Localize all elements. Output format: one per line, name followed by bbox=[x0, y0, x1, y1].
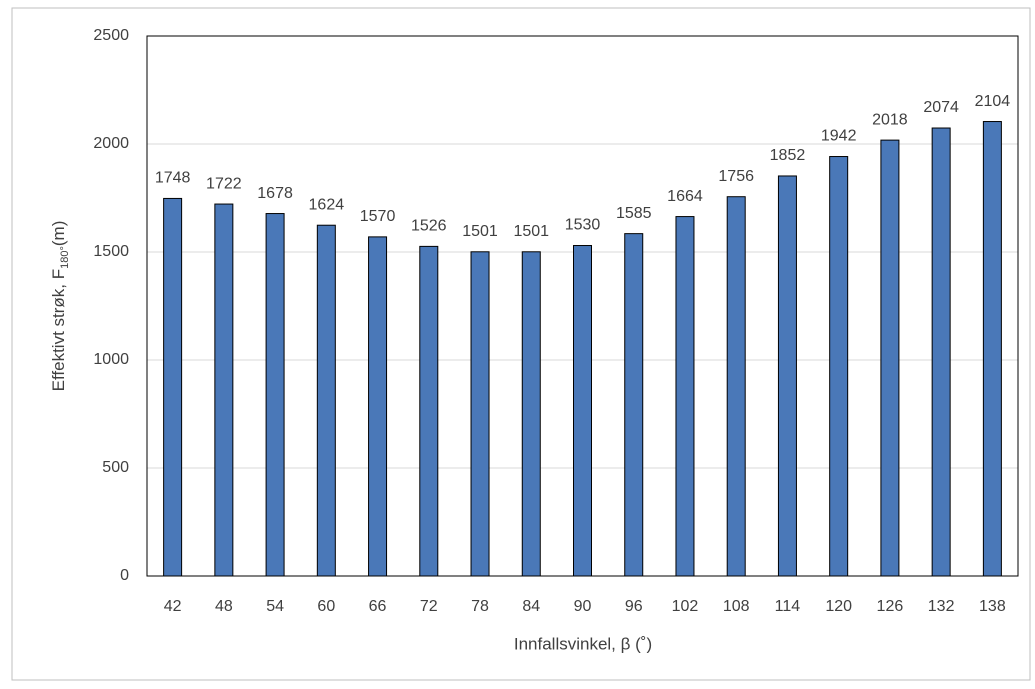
bar bbox=[726, 196, 746, 577]
bar bbox=[573, 245, 592, 577]
y-axis-title: Effektivt strøk, F180°(m) bbox=[49, 221, 70, 392]
x-tick-label: 90 bbox=[574, 598, 592, 615]
bar bbox=[265, 213, 285, 577]
data-label: 1530 bbox=[565, 217, 601, 234]
y-tick-label: 0 bbox=[120, 567, 129, 584]
x-tick-label: 66 bbox=[369, 598, 387, 615]
bar bbox=[419, 245, 439, 577]
y-tick-label: 1000 bbox=[93, 351, 129, 368]
x-tick-label: 108 bbox=[723, 598, 750, 615]
data-label: 1852 bbox=[770, 147, 806, 164]
bar bbox=[982, 121, 1002, 577]
data-label: 1664 bbox=[667, 188, 703, 205]
data-label: 1748 bbox=[155, 170, 191, 187]
bar bbox=[470, 251, 490, 577]
data-label: 1570 bbox=[360, 208, 396, 225]
bar bbox=[214, 203, 234, 577]
x-tick-label: 48 bbox=[215, 598, 233, 615]
x-tick-label: 96 bbox=[625, 598, 643, 615]
x-tick-label: 138 bbox=[979, 598, 1006, 615]
data-label: 1501 bbox=[513, 223, 549, 240]
bar bbox=[521, 251, 541, 577]
x-tick-label: 60 bbox=[317, 598, 335, 615]
data-label: 1722 bbox=[206, 175, 242, 192]
x-tick-label: 84 bbox=[522, 598, 540, 615]
bar bbox=[931, 127, 951, 577]
x-tick-label: 102 bbox=[672, 598, 699, 615]
bar bbox=[163, 197, 183, 577]
y-axis-title-main: Effektivt strøk, F bbox=[49, 269, 68, 391]
bar bbox=[624, 233, 644, 577]
data-label: 1526 bbox=[411, 218, 447, 235]
data-label: 1756 bbox=[718, 168, 754, 185]
x-axis-title: Innfallsvinkel, β (˚) bbox=[514, 634, 652, 653]
data-label: 1501 bbox=[462, 223, 498, 240]
x-tick-label: 72 bbox=[420, 598, 438, 615]
bar bbox=[316, 224, 336, 577]
x-tick-label: 78 bbox=[471, 598, 489, 615]
bar bbox=[368, 236, 388, 577]
data-label: 2074 bbox=[923, 99, 959, 116]
data-label: 2104 bbox=[975, 93, 1011, 110]
x-tick-label: 126 bbox=[877, 598, 904, 615]
y-axis-title-sub: 180° bbox=[59, 246, 71, 269]
y-tick-label: 500 bbox=[102, 459, 129, 476]
data-label: 1678 bbox=[257, 185, 293, 202]
data-label: 1624 bbox=[309, 196, 345, 213]
data-label: 1585 bbox=[616, 205, 652, 222]
x-tick-label: 54 bbox=[266, 598, 284, 615]
x-tick-label: 132 bbox=[928, 598, 955, 615]
x-tick-label: 120 bbox=[825, 598, 852, 615]
y-tick-label: 2000 bbox=[93, 135, 129, 152]
x-tick-label: 114 bbox=[775, 598, 801, 615]
y-tick-label: 2500 bbox=[93, 27, 129, 44]
data-label: 2018 bbox=[872, 111, 908, 128]
bar bbox=[880, 139, 900, 577]
bar bbox=[777, 175, 797, 577]
bar bbox=[675, 216, 695, 577]
data-label: 1942 bbox=[821, 128, 857, 145]
x-tick-label: 42 bbox=[164, 598, 182, 615]
y-tick-label: 1500 bbox=[93, 243, 129, 260]
bar bbox=[829, 156, 849, 577]
y-axis-title-unit: (m) bbox=[49, 221, 68, 246]
